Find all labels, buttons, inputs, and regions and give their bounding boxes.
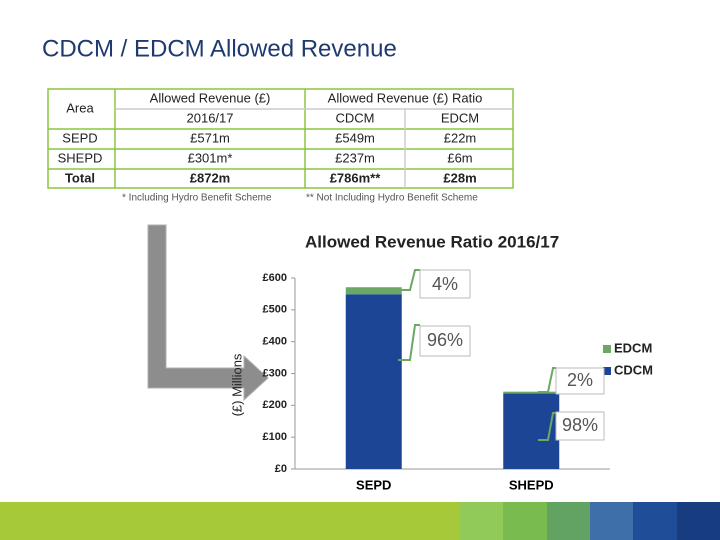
table-subheader: CDCM [336, 110, 375, 125]
annotation: 96% [427, 330, 463, 350]
legend-swatch [603, 345, 611, 353]
bar-segment [345, 294, 402, 469]
callout-box [419, 269, 605, 441]
table-cell: SEPD [62, 130, 97, 145]
table-grid [47, 88, 514, 189]
table-cell: £872m [190, 170, 230, 185]
callout-connector [398, 269, 556, 441]
table-cell: £6m [447, 150, 472, 165]
table-cell: £571m [190, 130, 230, 145]
y-axis-label: (£) Millions [229, 353, 244, 416]
table-cell: £786m** [330, 170, 382, 185]
annotation: 2% [567, 370, 593, 390]
y-tick-label: £400 [263, 336, 287, 348]
table-cell: £22m [444, 130, 477, 145]
y-tick-label: £200 [263, 399, 287, 411]
y-tick-label: £600 [263, 272, 287, 284]
chart-title: Allowed Revenue Ratio 2016/17 [305, 232, 559, 251]
arrow [147, 224, 269, 402]
y-tick-label: £0 [275, 463, 287, 475]
table-header: Allowed Revenue (£) [150, 90, 271, 105]
slide-title: CDCM / EDCM Allowed Revenue [42, 35, 397, 62]
table-cell: £28m [443, 170, 476, 185]
y-tick-label: £100 [263, 431, 287, 443]
annotation: 4% [432, 274, 458, 294]
legend-swatch [603, 367, 611, 375]
legend-label: EDCM [614, 340, 652, 355]
table-cell: Total [65, 170, 95, 185]
footer-strip [0, 502, 720, 540]
table-cell: SHEPD [58, 150, 103, 165]
legend-label: CDCM [614, 362, 653, 377]
table-header: Allowed Revenue (£) Ratio [328, 90, 483, 105]
table-header: Area [66, 100, 94, 115]
table-cell: £301m* [188, 150, 233, 165]
table-subheader: EDCM [441, 110, 479, 125]
y-tick-label: £300 [263, 367, 287, 379]
x-tick-label: SEPD [356, 477, 391, 492]
table-cell: £549m [335, 130, 375, 145]
table-note: * Including Hydro Benefit Scheme [122, 193, 272, 204]
bar-segment [503, 393, 560, 469]
x-tick-label: SHEPD [509, 477, 554, 492]
bar-segment [503, 391, 560, 394]
table-subheader: 2016/17 [187, 110, 234, 125]
table-cell: £237m [335, 150, 375, 165]
bar-segment [345, 287, 402, 295]
table-note: ** Not Including Hydro Benefit Scheme [306, 193, 478, 204]
y-tick-label: £500 [263, 304, 287, 316]
annotation: 98% [562, 415, 598, 435]
